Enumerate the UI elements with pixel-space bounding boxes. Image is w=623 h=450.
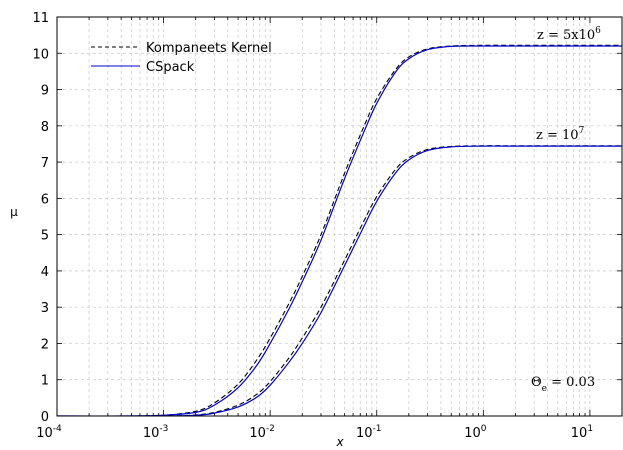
y-tick-label: 11 xyxy=(32,11,49,26)
series-line-cspack-1 xyxy=(57,45,622,416)
annotation-z-5e6: z = 5x106 xyxy=(537,26,601,43)
plot-frame xyxy=(56,16,623,417)
annotation-theta-e: Θe = 0.03 xyxy=(531,375,595,394)
y-axis-label: μ xyxy=(10,205,18,219)
legend: Kompaneets Kernel CSpack xyxy=(91,41,272,75)
y-tick-label: 1 xyxy=(41,374,49,389)
annotation-z-1e7: z = 107 xyxy=(536,126,585,143)
y-tick-label: 3 xyxy=(41,301,49,316)
x-tick-label: 10-1 xyxy=(356,424,382,441)
y-tick-label: 8 xyxy=(41,120,49,135)
curves xyxy=(57,44,622,416)
x-tick-label: 10-3 xyxy=(143,424,169,441)
y-tick-label: 4 xyxy=(41,265,49,280)
y-tick-label: 2 xyxy=(41,337,49,352)
legend-label-kompaneets: Kompaneets Kernel xyxy=(146,41,272,56)
series-line-cspack-3 xyxy=(57,145,622,416)
legend-label-cspack: CSpack xyxy=(146,60,195,75)
x-axis-label: x xyxy=(335,435,344,449)
ticks xyxy=(56,16,623,417)
x-tick-label: 101 xyxy=(571,424,593,441)
x-tick-label: 10-2 xyxy=(249,424,275,441)
x-tick-label: 10-4 xyxy=(36,424,62,441)
y-tick-label: 6 xyxy=(41,192,49,207)
tick-labels: 0 1 2 3 4 5 6 7 8 9 10 11 10-4 10-3 10-2 10-1 100 101 xyxy=(32,11,593,441)
y-tick-label: 5 xyxy=(41,229,49,244)
y-tick-label: 7 xyxy=(41,156,49,171)
series-line-kompaneets-kernel-0 xyxy=(57,44,622,416)
y-tick-label: 10 xyxy=(32,47,49,62)
y-tick-label: 0 xyxy=(41,410,49,425)
x-tick-label: 100 xyxy=(464,424,487,441)
y-tick-label: 9 xyxy=(41,84,49,99)
